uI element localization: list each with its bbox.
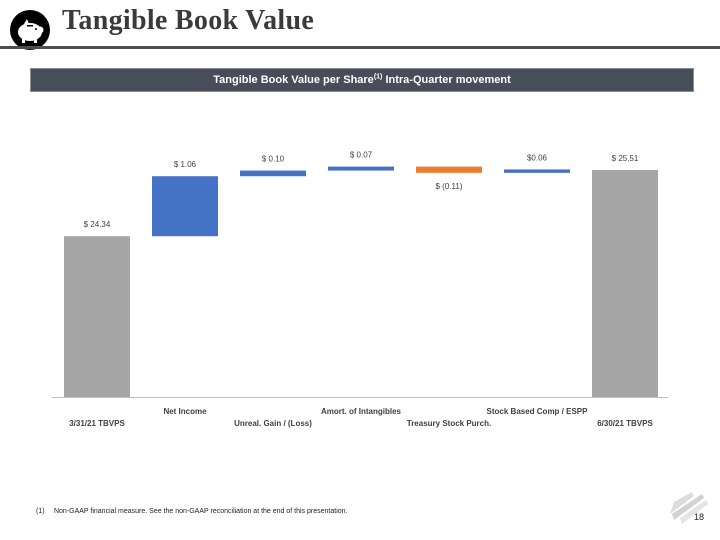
chart-banner: Tangible Book Value per Share(1) Intra-Q… — [30, 68, 694, 92]
bar-6 — [592, 170, 658, 397]
data-label-0: $ 24.34 — [84, 220, 111, 229]
bar-2 — [240, 170, 306, 177]
bar-1 — [152, 176, 218, 237]
bar-0 — [64, 236, 130, 397]
data-label-5: $0.06 — [527, 153, 548, 162]
banner-text: Tangible Book Value per Share — [213, 74, 374, 86]
title-divider — [0, 46, 720, 49]
data-label-3: $ 0.07 — [350, 151, 373, 160]
category-label-3: Amort. of Intangibles — [321, 407, 402, 416]
category-label-0: 3/31/21 TBVPS — [69, 419, 125, 428]
data-label-1: $ 1.06 — [174, 160, 197, 169]
bank-logo-icon — [660, 478, 712, 535]
footnote-text: Non-GAAP financial measure. See the non-… — [53, 508, 348, 515]
page-number: 18 — [694, 512, 705, 522]
data-label-6: $ 25.51 — [612, 154, 639, 163]
category-label-4: Treasury Stock Purch. — [407, 419, 491, 428]
category-label-2: Unreal. Gain / (Loss) — [234, 419, 312, 428]
piggy-bank-icon — [10, 10, 50, 50]
category-label-5: Stock Based Comp / ESPP — [487, 407, 589, 416]
category-label-6: 6/30/21 TBVPS — [597, 419, 653, 428]
data-label-2: $ 0.10 — [262, 155, 285, 164]
data-label-4: $ (0.11) — [436, 182, 463, 191]
banner-superscript: (1) — [373, 73, 383, 81]
footnote-marker: (1) — [36, 508, 45, 515]
category-label-1: Net Income — [163, 407, 207, 416]
bar-5 — [504, 169, 570, 173]
banner-suffix: Intra-Quarter movement — [385, 74, 511, 86]
bar-4 — [416, 166, 482, 173]
footnote: (1) Non-GAAP financial measure. See the … — [36, 508, 347, 515]
bar-3 — [328, 166, 394, 171]
page-title: Tangible Book Value — [62, 5, 315, 36]
